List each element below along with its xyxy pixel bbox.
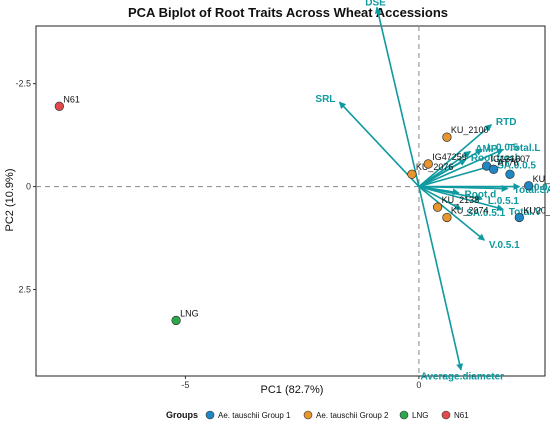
y-tick-label: 0 (26, 182, 31, 192)
loading-label: RTD (496, 117, 517, 128)
legend-marker (441, 410, 451, 420)
loading-label: Total.V (509, 207, 542, 218)
data-point (505, 169, 515, 179)
loading-label: Total.SA (514, 185, 550, 196)
loading-arrow (418, 164, 493, 188)
data-point (442, 132, 452, 142)
loading-arrow (418, 124, 493, 188)
point-label: KU_2100 (451, 125, 489, 135)
loading-label: SA.0.0.5 (497, 160, 536, 171)
loading-arrow (418, 159, 467, 188)
point-label: KU_2076 (416, 162, 454, 172)
x-tick-label: 0 (416, 380, 421, 390)
point-label: KU_2138 (442, 195, 480, 205)
point-label: IG131607 (491, 154, 531, 164)
point-label: KU_2074 (451, 205, 489, 215)
loading-arrow (374, 6, 420, 187)
point-label: N61 (63, 94, 80, 104)
loading-arrow (418, 148, 504, 188)
loading-label: Total.L (508, 143, 540, 154)
y-axis-title: PC2 (10.9%) (4, 169, 16, 232)
data-point (488, 164, 499, 174)
loading-arrows: DSESRLRTDTotal.LL.0.0.5AMPRoot.freshSA.0… (315, 0, 550, 383)
point-label: KU20_8 (523, 205, 550, 215)
chart-title: PCA Biplot of Root Traits Across Wheat A… (128, 5, 448, 20)
point-label: LNG (180, 308, 199, 318)
plot-panel (35, 25, 546, 377)
data-point (407, 169, 417, 179)
y-tick-label: -2.5 (15, 79, 31, 89)
legend-entry: Ae. tauschii Group 1 (218, 411, 291, 420)
data-point (171, 315, 181, 326)
loading-arrow (418, 185, 486, 241)
legend-marker (399, 410, 409, 420)
y-tick-label: 2.5 (18, 285, 31, 295)
loading-label: V.0.0.5 (525, 183, 550, 194)
loading-label: V.0.5.1 (489, 240, 520, 251)
data-point (514, 212, 524, 223)
loading-label: AMP (475, 144, 498, 155)
loading-label: L.0.0.5 (487, 142, 519, 153)
loading-label: DSE (365, 0, 386, 9)
loading-arrow (418, 186, 464, 371)
legend-entry: LNG (412, 411, 428, 420)
loading-label: Root.fresh (471, 153, 521, 164)
axis-ticks: -5 0 -2.5 0 2.5 (15, 79, 421, 390)
data-point (54, 101, 64, 111)
x-tick-label: -5 (181, 380, 189, 390)
loading-arrow (338, 101, 420, 188)
loading-label: SRL (315, 94, 335, 105)
loading-arrow (418, 185, 504, 212)
loading-label: Average.diameter (421, 372, 505, 383)
legend-entry: N61 (454, 411, 469, 420)
loading-label: SA.0.5.1 (466, 208, 505, 219)
loading-arrow (418, 185, 509, 193)
point-label: AT76 (498, 157, 519, 167)
legend: Groups Ae. tauschii Group 1 Ae. tauschii … (166, 410, 469, 420)
point-label: KU_2126 (533, 174, 550, 184)
data-point (442, 212, 452, 223)
loading-arrow (418, 185, 462, 210)
data-point (524, 181, 534, 191)
legend-marker (303, 410, 313, 420)
legend-marker (205, 410, 215, 420)
data-point (432, 202, 443, 212)
x-axis-title: PC1 (82.7%) (261, 384, 324, 396)
loading-arrow (418, 150, 472, 188)
loading-label: L.0.5.1 (488, 196, 520, 207)
legend-entry: Ae. tauschii Group 2 (316, 411, 389, 420)
point-label: IG47259 (432, 152, 467, 162)
legend-title: Groups (166, 410, 198, 420)
data-point (423, 159, 433, 169)
